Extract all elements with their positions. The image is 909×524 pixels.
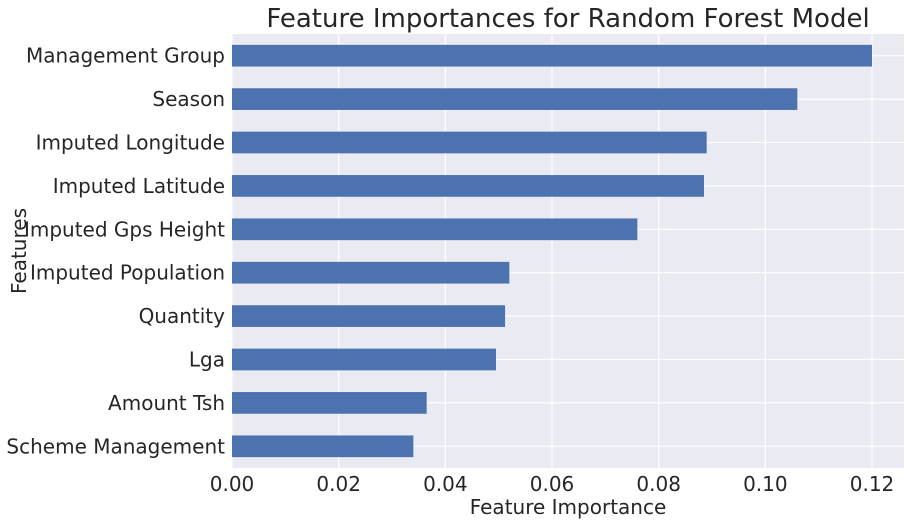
y-tick-label: Imputed Gps Height (24, 217, 225, 241)
y-tick-label: Season (152, 87, 225, 111)
bar (232, 218, 638, 241)
x-tick-label: 0.08 (636, 472, 681, 496)
bar (232, 348, 496, 371)
y-tick-label: Quantity (139, 304, 226, 328)
bar (232, 261, 510, 284)
bars (232, 44, 872, 458)
chart-title: Feature Importances for Random Forest Mo… (266, 4, 869, 34)
y-tick-label: Imputed Longitude (36, 131, 225, 155)
bar (232, 305, 506, 327)
x-tick-label: 0.10 (743, 472, 788, 496)
bar (232, 435, 414, 458)
x-tick-label: 0.06 (530, 472, 575, 496)
bar (232, 88, 798, 110)
y-axis-label: Features (7, 208, 31, 294)
y-tick-label: Lga (189, 348, 225, 372)
y-tick-label: Scheme Management (6, 434, 225, 458)
bar (232, 44, 872, 67)
x-tick-label: 0.04 (423, 472, 468, 496)
bar (232, 392, 427, 414)
y-tick-label: Management Group (26, 44, 225, 68)
y-tick-labels: Management Group Season Imputed Longitude I… (6, 44, 225, 459)
x-tick-label: 0.12 (850, 472, 895, 496)
x-tick-labels: 0.00 0.02 0.04 0.06 0.08 0.10 0.12 (210, 472, 895, 496)
bar (232, 175, 704, 197)
bar (232, 131, 707, 154)
y-tick-label: Amount Tsh (108, 391, 225, 415)
x-axis-label: Feature Importance (470, 495, 667, 519)
x-tick-label: 0.00 (210, 472, 255, 496)
y-tick-label: Imputed Latitude (53, 174, 225, 198)
x-tick-label: 0.02 (316, 472, 361, 496)
y-tick-label: Imputed Population (30, 261, 225, 285)
